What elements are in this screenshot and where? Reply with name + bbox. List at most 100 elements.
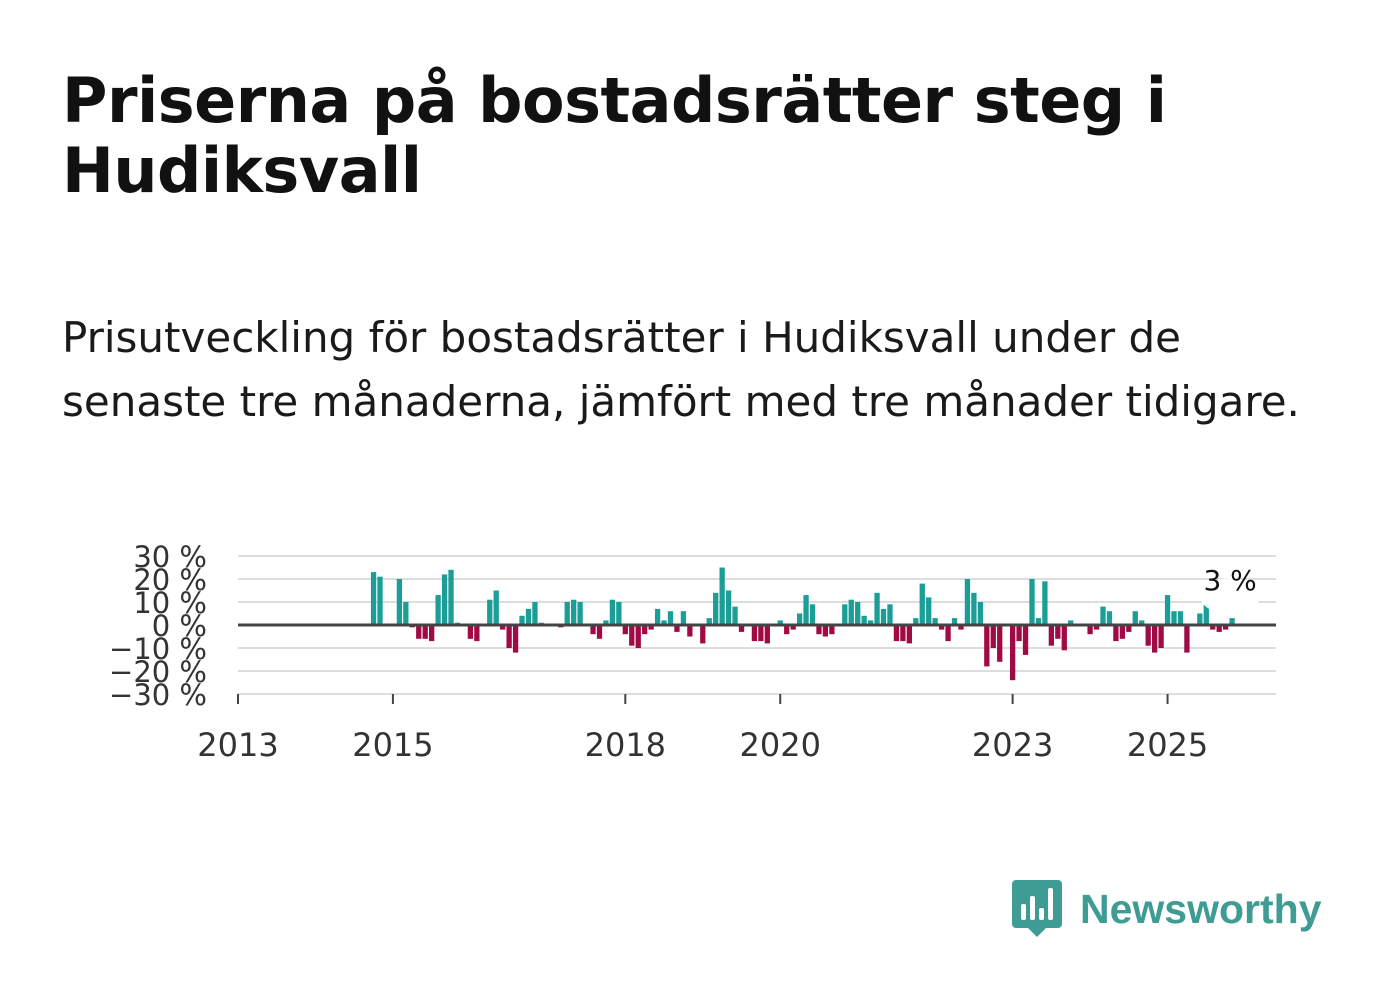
bar [1203, 604, 1209, 625]
bar [1093, 625, 1100, 630]
bar [1210, 625, 1216, 630]
bar [1022, 625, 1029, 655]
bar [448, 569, 454, 625]
latest-annotation: 3 % [1200, 564, 1261, 615]
bar [938, 625, 945, 630]
bar [680, 611, 687, 625]
bar [829, 625, 835, 635]
bar [738, 625, 745, 632]
bar [1139, 620, 1145, 625]
bar [906, 625, 912, 644]
bar [706, 618, 712, 625]
x-tick-label: 2013 [197, 726, 278, 764]
bar [984, 625, 990, 667]
y-tick-label: −20 % [109, 655, 207, 689]
bar [732, 606, 738, 625]
bar [964, 579, 971, 625]
bar [900, 625, 906, 642]
y-tick-label: 20 % [133, 563, 207, 597]
bar [616, 602, 622, 625]
bar [848, 599, 854, 625]
annotation-label: 3 % [1203, 564, 1256, 597]
bar [751, 625, 758, 642]
bar [429, 625, 435, 642]
page-subtitle: Prisutveckling för bostadsrätter i Hudik… [62, 313, 1300, 426]
bar [1177, 611, 1184, 625]
price-change-chart: 30 %20 %10 %0 %−10 %−20 %−30 % 2013 2015 2… [109, 540, 1276, 764]
bar [609, 599, 616, 625]
bar [1087, 625, 1093, 635]
bar [958, 625, 964, 630]
bar [642, 625, 648, 635]
x-tick-label: 2025 [1127, 726, 1208, 764]
page-title: Priserna på bostadsrätter steg i Hudiksv… [62, 64, 1167, 207]
bar [519, 615, 525, 625]
bar [1184, 625, 1190, 653]
bar [971, 592, 977, 625]
bar [1223, 625, 1229, 630]
x-tick-label: 2023 [972, 726, 1053, 764]
x-tick-label: 2015 [352, 726, 433, 764]
bar [1106, 611, 1113, 625]
bar [467, 625, 474, 639]
bar [687, 625, 693, 637]
bar [667, 611, 674, 625]
bar [532, 602, 538, 625]
bar [1145, 625, 1151, 646]
bar [803, 595, 809, 625]
brand: Newsworthy [1010, 878, 1322, 940]
bar [816, 625, 822, 635]
bar [377, 576, 383, 625]
bars [238, 567, 1276, 681]
bar [842, 604, 848, 625]
y-tick-label: −10 % [109, 632, 207, 666]
bar [1029, 579, 1035, 625]
bar [648, 625, 654, 630]
bar [622, 625, 628, 635]
bar [603, 620, 609, 625]
bar [1068, 620, 1074, 625]
bar [764, 625, 770, 644]
bar [506, 625, 512, 648]
x-axis: 2013 2015 2018 2020 2023 2025 [197, 693, 1276, 764]
bar [596, 625, 603, 639]
bar [713, 592, 719, 625]
bar [564, 602, 570, 625]
bar [796, 613, 803, 625]
y-tick-label: 10 % [133, 586, 207, 620]
bar [1055, 625, 1061, 639]
bar [441, 574, 448, 625]
bar [1151, 625, 1158, 653]
bar [577, 602, 583, 625]
bar [674, 625, 680, 632]
bar [525, 608, 532, 625]
bar [926, 597, 932, 625]
bar [474, 625, 480, 642]
bar [719, 567, 725, 625]
y-tick-label: 30 % [133, 540, 207, 574]
bar [654, 608, 661, 625]
bar [1061, 625, 1067, 651]
x-tick-label: 2018 [585, 726, 666, 764]
bar [1164, 595, 1171, 625]
bar [945, 625, 951, 642]
bar [784, 625, 790, 635]
bar [1158, 625, 1164, 648]
bar [590, 625, 596, 635]
bar [1100, 606, 1106, 625]
bar [977, 602, 983, 625]
bar [1113, 625, 1119, 642]
bar [571, 599, 577, 625]
bar [500, 625, 506, 630]
bar [880, 608, 887, 625]
bar [403, 602, 409, 625]
brand-name: Newsworthy [1080, 885, 1322, 932]
bar [919, 583, 925, 625]
bar [370, 572, 377, 625]
bar [913, 618, 919, 625]
bar [1197, 613, 1203, 625]
annotation-halo [1200, 578, 1261, 615]
bar [635, 625, 641, 648]
bar [861, 615, 867, 625]
bar [661, 620, 667, 625]
